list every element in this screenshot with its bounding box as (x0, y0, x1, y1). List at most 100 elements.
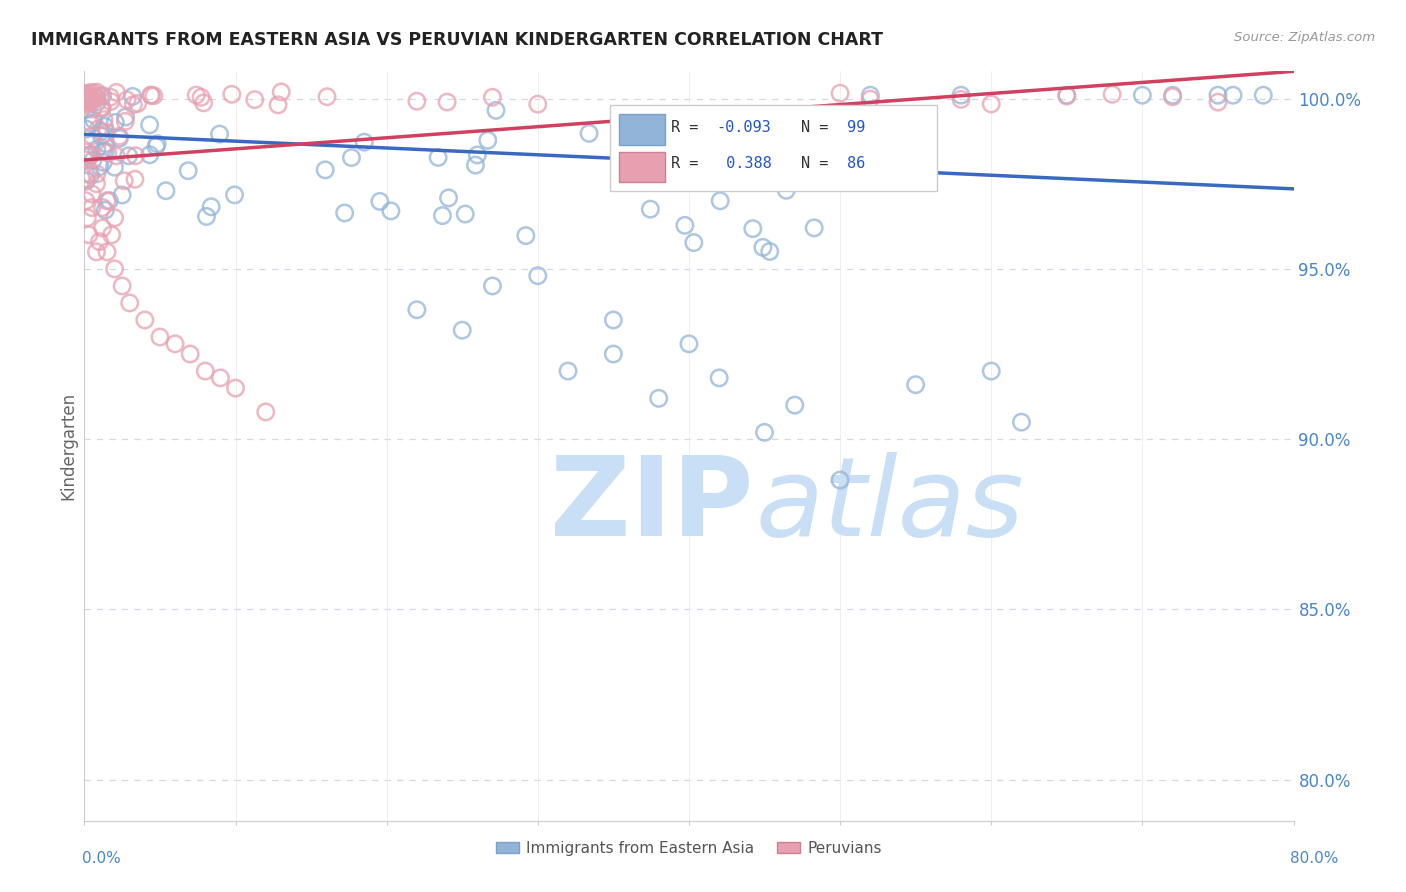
Point (75, 122, 97, 136)
Point (83, 113, 105, 128)
Point (1011, 415, 1033, 429)
Point (464, 158, 486, 172)
Point (87, 122, 110, 136)
Point (114, 110, 136, 124)
Point (142, 88, 165, 103)
Point (224, 187, 246, 202)
Point (221, 87, 243, 102)
Point (193, 95, 215, 110)
Point (77, 149, 100, 163)
Point (368, 194, 391, 209)
Point (89, 235, 111, 249)
Point (980, 364, 1002, 378)
Point (709, 371, 731, 385)
Point (86, 85, 108, 99)
Point (86, 95, 108, 109)
Point (648, 392, 671, 406)
Point (77, 227, 100, 242)
Point (454, 207, 477, 221)
Point (640, 202, 662, 216)
Y-axis label: Kindergarten: Kindergarten (59, 392, 77, 500)
Point (678, 336, 700, 351)
Point (721, 137, 744, 152)
Point (1253, 88, 1275, 103)
Text: R =: R = (671, 120, 707, 135)
Point (91, 101, 114, 115)
Point (527, 268, 550, 283)
Point (138, 118, 160, 132)
Point (79, 168, 101, 182)
Point (83, 86, 105, 100)
Point (91, 88, 114, 103)
Point (209, 371, 232, 385)
Point (96, 194, 118, 208)
Point (94, 145, 117, 159)
Point (1056, 89, 1078, 103)
Text: Source: ZipAtlas.com: Source: ZipAtlas.com (1234, 31, 1375, 45)
FancyBboxPatch shape (619, 114, 665, 145)
Point (316, 89, 339, 103)
Point (186, 88, 208, 103)
Point (950, 92, 973, 106)
Point (353, 135, 375, 149)
Text: 86: 86 (848, 156, 866, 171)
Point (859, 88, 882, 103)
Point (89, 89, 111, 103)
Text: 99: 99 (848, 120, 866, 135)
Point (267, 98, 290, 112)
Point (76, 103, 98, 117)
Point (86, 167, 108, 181)
Point (80, 186, 103, 201)
Point (80, 148, 103, 162)
Point (77, 167, 100, 181)
Point (80, 201, 103, 215)
Point (406, 302, 429, 317)
Point (104, 211, 127, 225)
Point (77, 89, 100, 103)
Point (122, 97, 145, 112)
Point (76, 95, 98, 109)
Point (91, 155, 114, 169)
Point (75, 174, 97, 188)
Point (108, 131, 131, 145)
Point (91, 221, 114, 235)
Point (111, 279, 134, 293)
Point (380, 203, 402, 218)
Text: 0.0%: 0.0% (82, 852, 121, 866)
Point (709, 194, 731, 208)
Point (112, 174, 135, 188)
Point (75, 148, 97, 162)
Point (855, 131, 877, 145)
Text: -0.093: -0.093 (717, 120, 772, 135)
Point (86, 244, 108, 259)
Point (100, 90, 122, 104)
Point (451, 323, 474, 337)
FancyBboxPatch shape (610, 105, 936, 191)
Point (86, 91, 108, 105)
Point (114, 114, 136, 128)
Point (104, 261, 127, 276)
Point (75, 194, 97, 208)
Point (904, 377, 927, 392)
Point (77, 86, 100, 100)
Point (91, 201, 114, 215)
Point (115, 93, 138, 107)
Text: IMMIGRANTS FROM EASTERN ASIA VS PERUVIAN KINDERGARTEN CORRELATION CHART: IMMIGRANTS FROM EASTERN ASIA VS PERUVIAN… (31, 31, 883, 49)
Point (77, 89, 100, 103)
Point (243, 93, 266, 107)
Point (90, 129, 112, 144)
Point (340, 151, 363, 165)
Point (83, 89, 105, 103)
Point (485, 103, 508, 118)
Point (79, 94, 101, 108)
Point (693, 129, 716, 144)
Point (80, 95, 103, 110)
Point (515, 228, 537, 243)
Point (179, 347, 201, 361)
Text: atlas: atlas (755, 452, 1024, 559)
Point (436, 95, 458, 109)
Point (89, 160, 111, 174)
Point (783, 398, 806, 412)
Point (75, 153, 97, 167)
Point (527, 97, 550, 112)
